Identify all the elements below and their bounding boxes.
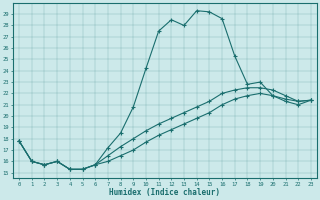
- X-axis label: Humidex (Indice chaleur): Humidex (Indice chaleur): [109, 188, 220, 197]
